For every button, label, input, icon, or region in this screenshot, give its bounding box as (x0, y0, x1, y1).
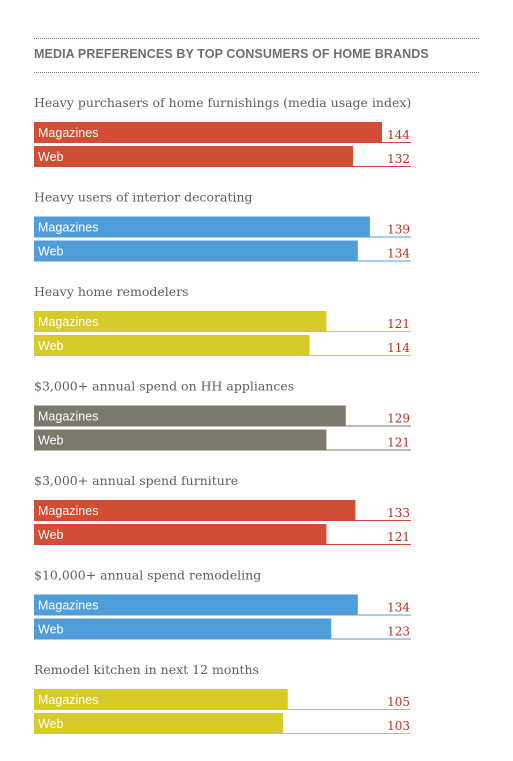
value-label: 121 (387, 317, 410, 331)
value-label: 134 (387, 247, 410, 261)
group-title: Remodel kitchen in next 12 months (34, 662, 259, 677)
group-title: $3,000+ annual spend on HH appliances (34, 379, 294, 394)
value-label: 132 (387, 152, 410, 166)
bar-label: Magazines (38, 410, 98, 424)
chart-title: MEDIA PREFERENCES BY TOP CONSUMERS OF HO… (34, 47, 429, 61)
bar-label: Magazines (38, 221, 98, 235)
value-label: 114 (387, 341, 410, 355)
bar-label: Web (38, 717, 64, 731)
bar (34, 500, 356, 520)
bar (34, 405, 346, 426)
group-title: $10,000+ annual spend remodeling (34, 568, 261, 583)
bar-label: Magazines (38, 693, 98, 707)
group-title: Heavy home remodelers (34, 284, 189, 299)
value-label: 105 (387, 695, 410, 709)
bar-label: Web (38, 339, 64, 353)
bar (34, 240, 358, 261)
bar-label: Magazines (38, 504, 98, 518)
value-label: 129 (387, 412, 410, 426)
group-title: Heavy purchasers of home furnishings (me… (34, 95, 411, 110)
value-label: 103 (387, 719, 410, 733)
bar (34, 122, 382, 142)
bar-label: Web (38, 434, 64, 448)
top-dotted-rule (34, 38, 479, 39)
title-dotted-rule (34, 72, 479, 73)
bar-label: Web (38, 245, 64, 259)
bar (34, 216, 370, 237)
bar (34, 713, 283, 733)
bar-label: Web (38, 623, 64, 637)
bar-label: Web (38, 528, 64, 542)
value-label: 139 (387, 223, 410, 237)
bar (34, 594, 358, 615)
bar (34, 689, 288, 709)
bar-label: Magazines (38, 126, 98, 140)
group-title: Heavy users of interior decorating (34, 190, 253, 205)
bar (34, 146, 353, 166)
value-label: 133 (387, 506, 410, 520)
value-label: 121 (387, 530, 410, 544)
bar (34, 618, 332, 639)
value-label: 123 (387, 625, 410, 639)
value-label: 121 (387, 436, 410, 450)
bar (34, 524, 327, 544)
bar (34, 335, 310, 355)
group-title: $3,000+ annual spend furniture (34, 473, 238, 488)
bar (34, 429, 327, 450)
value-label: 134 (387, 601, 410, 615)
bar-label: Magazines (38, 315, 98, 329)
bar-label: Web (38, 150, 64, 164)
bar (34, 311, 327, 331)
value-label: 144 (387, 128, 410, 142)
bar-label: Magazines (38, 599, 98, 613)
